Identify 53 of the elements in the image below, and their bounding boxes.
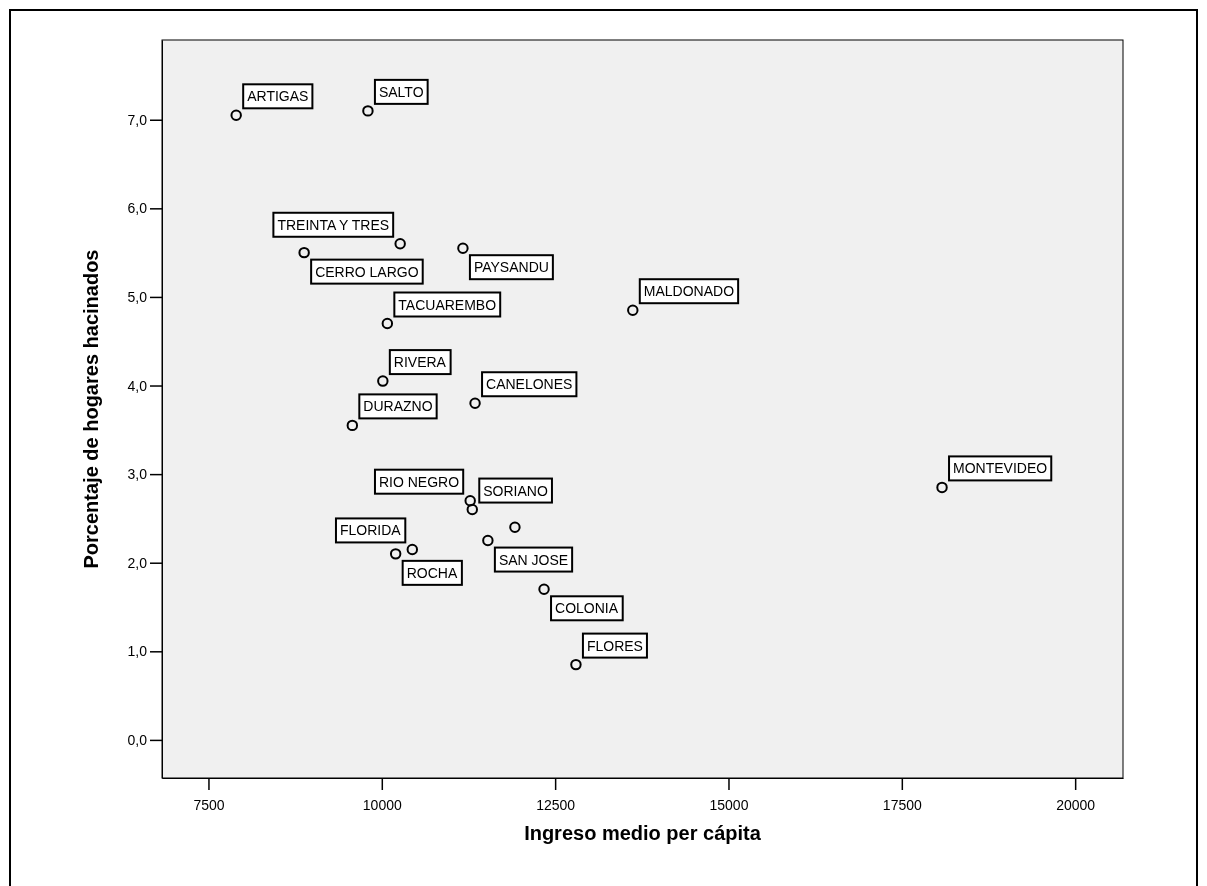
annotation: SORIANO: [483, 482, 548, 499]
point: [406, 543, 419, 556]
x-tick-label: 20000: [1056, 796, 1096, 813]
y-tick-label: 4,0: [127, 377, 148, 394]
point: [509, 521, 521, 533]
point: [394, 238, 406, 250]
point: [466, 503, 478, 516]
x-tick-label: 10000: [362, 796, 402, 813]
point: [377, 375, 389, 387]
y-tick-label: 5,0: [127, 288, 148, 305]
y-tick-label: 0,0: [127, 731, 148, 748]
annotation: PAYSANDU: [473, 259, 549, 276]
annotation: FLORES: [586, 637, 643, 654]
annotation: MONTEVIDEO: [953, 460, 1048, 477]
point: [298, 246, 310, 259]
y-tick-label: 1,0: [127, 643, 148, 660]
annotation: MALDONADO: [643, 283, 735, 300]
annotation: FLORIDA: [339, 522, 402, 539]
point: [362, 105, 374, 117]
annotation: CANELONES: [486, 376, 573, 393]
y-tick-label: 7,0: [127, 111, 148, 128]
y-tick-label: 2,0: [127, 554, 148, 571]
point: [482, 534, 494, 547]
y-tick-label: 3,0: [127, 466, 148, 483]
point: [469, 397, 481, 409]
y-axis-title: Porcentaje de hogares hacinados: [80, 249, 102, 569]
point: [457, 242, 469, 254]
x-axis-title: Ingreso medio per cápita: [524, 822, 762, 844]
point: [381, 317, 394, 330]
point: [389, 548, 402, 560]
x-tick-label: 7500: [193, 796, 225, 813]
annotation: COLONIA: [555, 600, 619, 617]
annotation: DURAZNO: [363, 398, 433, 415]
point: [230, 109, 242, 122]
annotation: ROCHA: [406, 564, 458, 581]
point: [346, 419, 359, 432]
point: [570, 658, 582, 671]
annotation: TREINTA Y TRES: [277, 216, 390, 233]
annotation: CERRO LARGO: [315, 263, 419, 280]
point: [538, 583, 550, 595]
x-tick-label: 15000: [709, 796, 749, 813]
annotation: RIVERA: [393, 354, 447, 371]
annotation: RIO NEGRO: [378, 473, 460, 490]
point: [627, 304, 639, 316]
annotation: SALTO: [378, 83, 424, 100]
point: [936, 481, 948, 494]
y-tick-label: 6,0: [127, 200, 148, 217]
annotation: SAN JOSE: [498, 551, 569, 568]
x-tick-label: 17500: [882, 796, 922, 813]
annotation: TACUAREMBO: [398, 296, 497, 313]
x-tick-label: 12500: [536, 796, 576, 813]
point: [464, 494, 476, 507]
annotation: ARTIGAS: [247, 88, 309, 105]
